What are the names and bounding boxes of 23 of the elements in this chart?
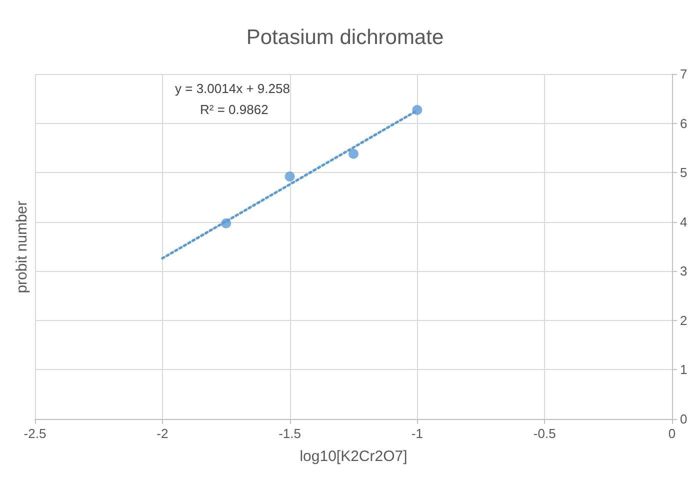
y-tick-label: 2 [680,312,688,328]
x-tick-label: -2.5 [24,426,46,441]
chart-title: Potasium dichromate [246,26,444,49]
point [412,104,422,115]
x-tick-label: 0 [668,426,676,441]
y-tick-label: 6 [680,116,688,131]
annotation: R² = 0.9862 [200,102,268,117]
x-axis-title: log10[K2Cr2O7] [300,448,408,465]
y-tick-label: 0 [680,412,688,426]
y-axis-title: probit number [14,200,30,294]
point [221,218,232,228]
y-tick-label: 1 [680,362,688,378]
y-tick-label: 5 [680,165,688,180]
y-tick-label: 3 [680,264,688,279]
annotation: y = 3.0014x + 9.258 [175,81,290,96]
y-tick-label: 7 [680,66,688,82]
point [348,148,358,159]
y-tick-label: 4 [680,214,688,230]
x-tick-label: -2 [156,426,168,441]
point [284,172,295,182]
x-tick-label: -1 [411,426,423,441]
x-tick-label: -1.5 [278,426,302,441]
x-tick-label: -0.5 [533,426,556,441]
